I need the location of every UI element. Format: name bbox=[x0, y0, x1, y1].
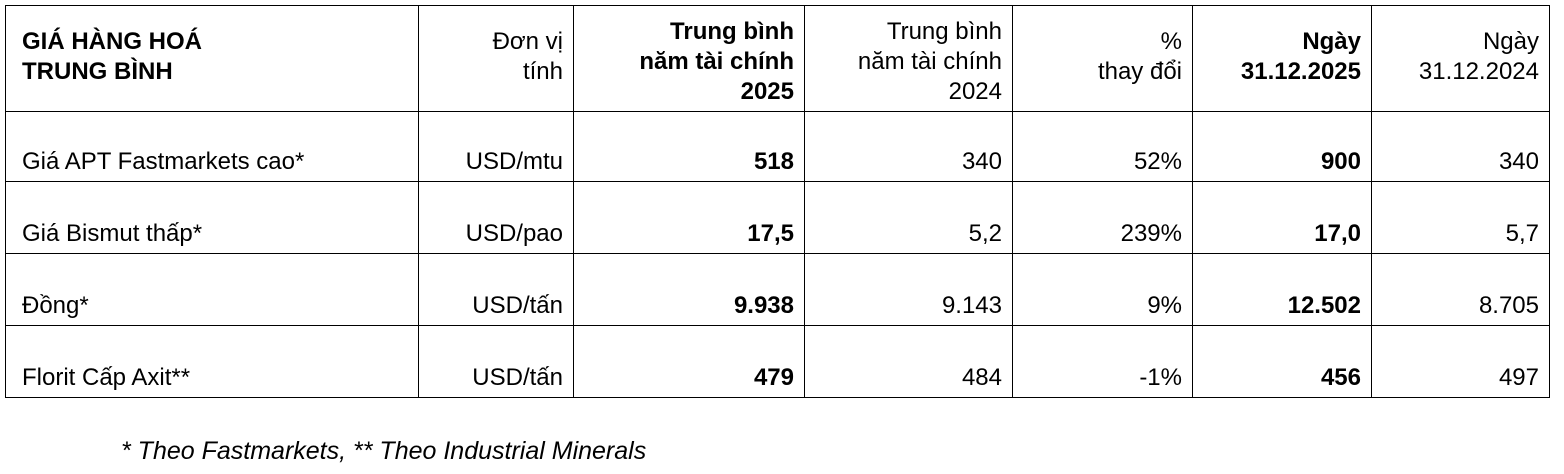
row-change: 239% bbox=[1012, 181, 1193, 254]
header-avg2024-line3: 2024 bbox=[948, 78, 1002, 105]
header-avg2025-line3: 2025 bbox=[740, 78, 794, 105]
header-change-line1: % bbox=[1160, 27, 1182, 55]
row-avg-2025: 17,5 bbox=[573, 181, 805, 254]
row-change: -1% bbox=[1012, 325, 1193, 398]
header-commodity: GIÁ HÀNG HOÁ TRUNG BÌNH bbox=[5, 5, 419, 112]
row-avg-2025: 479 bbox=[573, 325, 805, 398]
row-commodity-name: Đồng* bbox=[5, 253, 419, 326]
row-date-2025: 17,0 bbox=[1192, 181, 1372, 254]
row-avg-2025: 518 bbox=[573, 111, 805, 182]
row-commodity-name: Giá Bismut thấp* bbox=[5, 181, 419, 254]
row-unit: USD/tấn bbox=[418, 325, 574, 398]
row-unit: USD/mtu bbox=[418, 111, 574, 182]
header-unit-line1: Đơn vị bbox=[492, 27, 563, 55]
table-row: Giá APT Fastmarkets cao* USD/mtu 518 340… bbox=[5, 111, 1550, 182]
header-change-line2: thay đổi bbox=[1097, 57, 1182, 85]
row-date-2025: 900 bbox=[1192, 111, 1372, 182]
row-date-2025: 456 bbox=[1192, 325, 1372, 398]
header-unit-line2: tính bbox=[522, 57, 563, 85]
row-date-2024: 497 bbox=[1371, 325, 1550, 398]
footnote: * Theo Fastmarkets, ** Theo Industrial M… bbox=[121, 437, 647, 465]
row-change: 52% bbox=[1012, 111, 1193, 182]
table-row: Đồng* USD/tấn 9.938 9.143 9% 12.502 8.70… bbox=[5, 253, 1550, 326]
header-avg-2025: Trung bình năm tài chính 2025 bbox=[573, 5, 805, 112]
header-avg-2024: Trung bình năm tài chính 2024 bbox=[804, 5, 1013, 112]
row-commodity-name: Florit Cấp Axit** bbox=[5, 325, 419, 398]
header-avg2025-line1: Trung bình bbox=[670, 18, 794, 45]
row-avg-2024: 9.143 bbox=[804, 253, 1013, 326]
header-avg2025-line2: năm tài chính bbox=[639, 48, 794, 75]
row-unit: USD/tấn bbox=[418, 253, 574, 326]
row-commodity-name: Giá APT Fastmarkets cao* bbox=[5, 111, 419, 182]
header-title-line2: TRUNG BÌNH bbox=[22, 57, 173, 85]
row-date-2024: 340 bbox=[1371, 111, 1550, 182]
header-avg2024-line1: Trung bình bbox=[886, 18, 1002, 45]
row-date-2024: 5,7 bbox=[1371, 181, 1550, 254]
row-avg-2025: 9.938 bbox=[573, 253, 805, 326]
header-date-2024: Ngày 31.12.2024 bbox=[1371, 5, 1550, 112]
table-row: Florit Cấp Axit** USD/tấn 479 484 -1% 45… bbox=[5, 325, 1550, 398]
header-date2025-line2: 31.12.2025 bbox=[1240, 57, 1361, 85]
header-date-2025: Ngày 31.12.2025 bbox=[1192, 5, 1372, 112]
row-date-2024: 8.705 bbox=[1371, 253, 1550, 326]
row-avg-2024: 340 bbox=[804, 111, 1013, 182]
header-date2024-line1: Ngày bbox=[1482, 27, 1539, 55]
header-date2024-line2: 31.12.2024 bbox=[1418, 57, 1539, 85]
header-title-line1: GIÁ HÀNG HOÁ bbox=[22, 27, 202, 55]
row-date-2025: 12.502 bbox=[1192, 253, 1372, 326]
header-avg2024-line2: năm tài chính bbox=[857, 48, 1002, 75]
header-date2025-line1: Ngày bbox=[1302, 27, 1361, 55]
table-row: Giá Bismut thấp* USD/pao 17,5 5,2 239% 1… bbox=[5, 181, 1550, 254]
row-unit: USD/pao bbox=[418, 181, 574, 254]
row-avg-2024: 484 bbox=[804, 325, 1013, 398]
header-unit: Đơn vị tính bbox=[418, 5, 574, 112]
row-change: 9% bbox=[1012, 253, 1193, 326]
header-change: % thay đổi bbox=[1012, 5, 1193, 112]
row-avg-2024: 5,2 bbox=[804, 181, 1013, 254]
table-header-row: GIÁ HÀNG HOÁ TRUNG BÌNH Đơn vị tính Trun… bbox=[5, 5, 1550, 112]
commodity-price-table: GIÁ HÀNG HOÁ TRUNG BÌNH Đơn vị tính Trun… bbox=[5, 5, 1550, 398]
